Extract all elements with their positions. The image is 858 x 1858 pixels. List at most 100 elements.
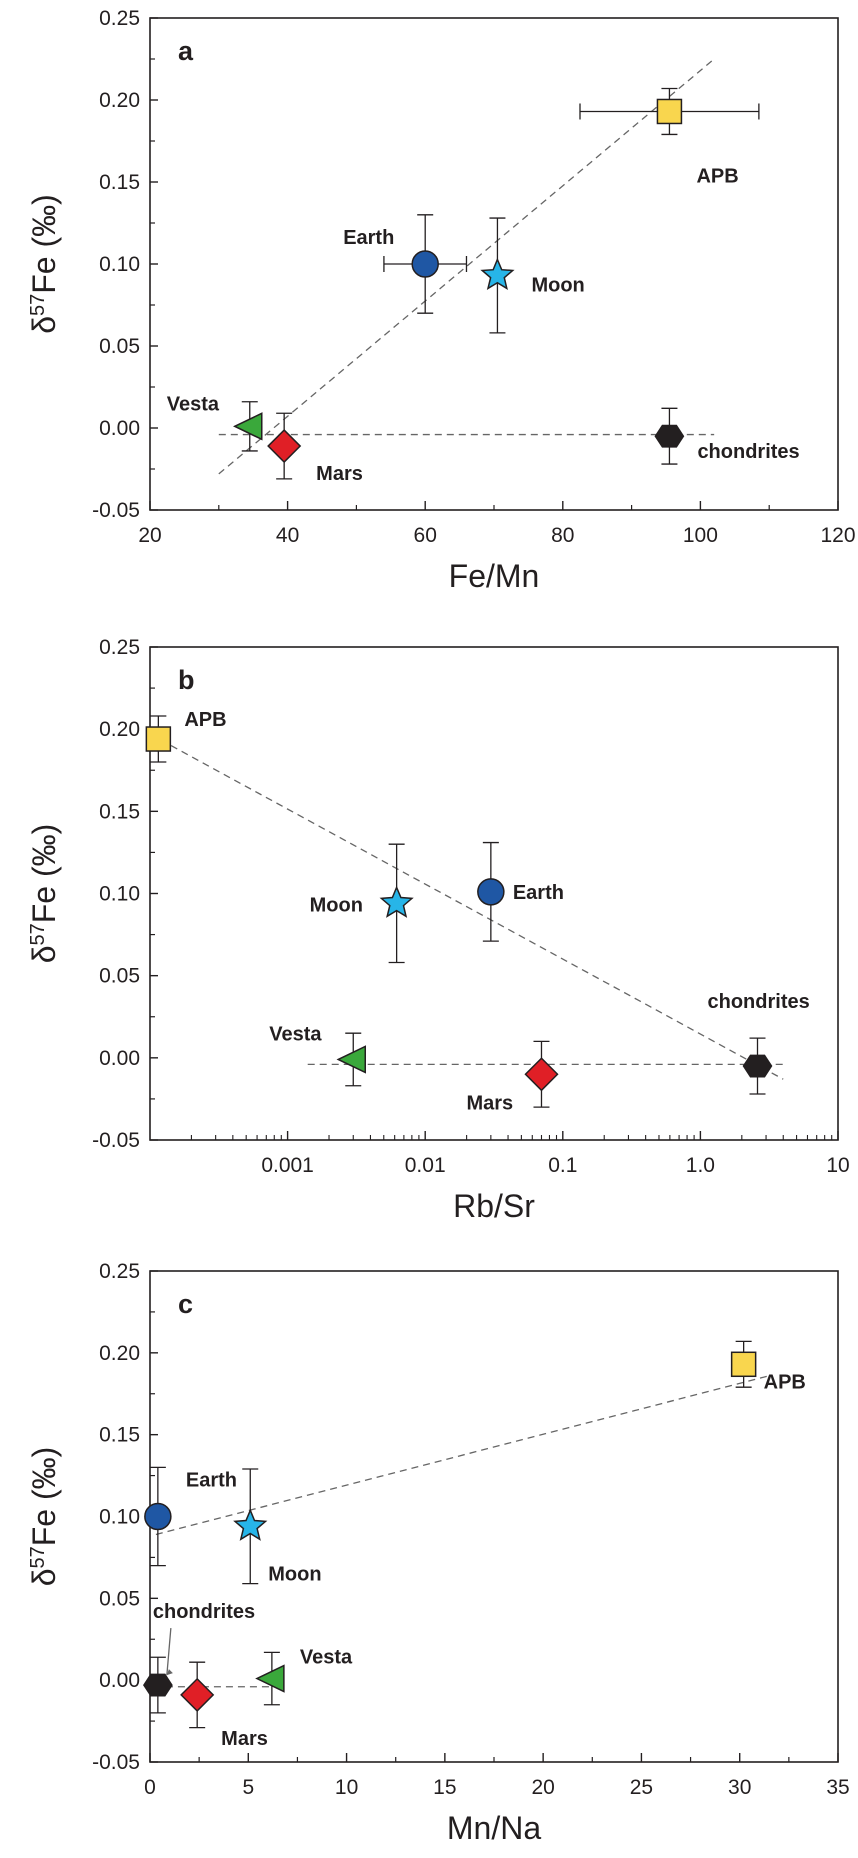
y-tick-label: 0.00 [99,1669,140,1692]
y-tick-label: 0.25 [99,1260,140,1283]
diamond-marker [524,1057,559,1092]
point-label: chondrites [708,991,810,1013]
data-point-apb: APB [730,1340,806,1393]
y-tick-label: -0.05 [92,499,140,522]
point-label: Mars [466,1092,513,1114]
y-tick-label: 0.20 [99,89,140,112]
diamond-marker [267,428,302,464]
y-tick-label: 0.10 [99,1506,140,1529]
x-tick-label: 120 [820,524,855,547]
x-tick-label: 25 [630,1776,653,1799]
data-point-chondrites: chondrites [143,1601,255,1714]
x-tick-label: 10 [335,1776,358,1799]
y-tick-label: 0.15 [99,800,140,823]
point-label: Moon [268,1563,321,1585]
x-tick-label: 80 [551,524,574,547]
y-tick-label: 0.10 [99,883,140,906]
data-point-moon: Moon [233,1468,322,1585]
y-tick-label: 0.25 [99,7,140,30]
point-label: Mars [221,1728,268,1750]
x-tick-label: 5 [242,1776,254,1799]
point-label: chondrites [153,1601,255,1623]
fit-line [155,1375,770,1536]
data-point-mars: Mars [267,412,363,485]
x-tick-label: 10 [826,1154,849,1177]
x-tick-label: 20 [138,524,161,547]
x-tick-label: 0.01 [405,1154,446,1177]
label-arrow [166,1628,172,1676]
x-tick-label: 20 [531,1776,554,1799]
y-tick-label: -0.05 [92,1129,140,1152]
square-marker [145,726,172,752]
y-axis-title: δ57Fe (‰) [26,194,62,334]
square-marker [656,98,683,125]
point-label: Moon [310,894,363,916]
data-point-earth: Earth [144,1466,237,1567]
plot-frame [149,17,839,511]
y-tick-label: 0.15 [99,1424,140,1447]
circle-marker [411,250,439,278]
point-label: Earth [343,227,394,249]
x-tick-label: 0.001 [261,1154,314,1177]
data-point-vesta: Vesta [269,1023,367,1087]
x-tick-label: 30 [728,1776,751,1799]
triangle-marker [336,1045,367,1074]
point-label: Vesta [300,1647,353,1669]
point-label: Moon [531,274,584,296]
y-tick-label: 0.05 [99,965,140,988]
panel-letter: c [178,1289,193,1319]
x-tick-label: 15 [433,1776,456,1799]
data-point-moon: Moon [480,217,585,334]
diamond-marker [180,1677,215,1712]
data-point-moon: Moon [310,843,414,964]
y-tick-label: 0.05 [99,1587,140,1610]
data-point-vesta: Vesta [167,393,263,452]
point-label: APB [696,165,738,187]
triangle-marker [255,1664,285,1693]
data-point-earth: Earth [343,214,468,314]
point-label: Vesta [269,1023,322,1045]
star-marker [480,257,515,290]
chart-panel-b: -0.05 0.00 0.05 0.10 0.15 0.20 0.25 0.001 0.01 0.… [26,636,850,1224]
y-tick-label: 0.00 [99,1047,140,1070]
x-tick-label: 60 [414,524,437,547]
y-axis-title: δ57Fe (‰) [26,824,62,964]
x-tick-label: 0 [144,1776,156,1799]
y-tick-label: 0.05 [99,335,140,358]
x-tick-label: 35 [826,1776,849,1799]
x-tick-label: 100 [683,524,718,547]
point-label: Mars [316,463,363,485]
y-axis-title: δ57Fe (‰) [26,1447,62,1587]
y-tick-label: 0.10 [99,253,140,276]
data-point-apb: APB [579,87,760,187]
x-axis-title: Fe/Mn [449,558,540,594]
point-label: Earth [186,1470,237,1492]
panel-letter: b [178,665,195,695]
x-tick-label: 0.1 [548,1154,577,1177]
x-tick-label: 1.0 [686,1154,715,1177]
data-point-chondrites: chondrites [708,991,810,1095]
point-label: APB [184,709,226,731]
star-marker [233,1508,268,1541]
square-marker [730,1351,757,1378]
x-axis-title: Rb/Sr [453,1188,535,1224]
x-tick-label: 40 [276,524,299,547]
y-tick-label: 0.20 [99,718,140,741]
point-label: Vesta [167,393,220,415]
fit-line [149,733,784,1080]
hexagon-marker [742,1054,773,1078]
data-point-mars: Mars [466,1040,559,1114]
circle-marker [477,878,505,906]
chart-panel-a: -0.05 0.00 0.05 0.10 0.15 0.20 0.25 20 40 60 80 100… [26,7,856,594]
panel-letter: a [178,36,194,66]
arrow-head [166,1669,173,1676]
data-point-earth: Earth [477,841,564,942]
hexagon-marker [654,424,685,448]
star-marker [379,885,414,918]
y-tick-label: -0.05 [92,1751,140,1774]
data-point-chondrites: chondrites [654,407,800,465]
point-label: Earth [513,882,564,904]
hexagon-marker [143,1673,173,1697]
data-point-vesta: Vesta [255,1647,353,1706]
